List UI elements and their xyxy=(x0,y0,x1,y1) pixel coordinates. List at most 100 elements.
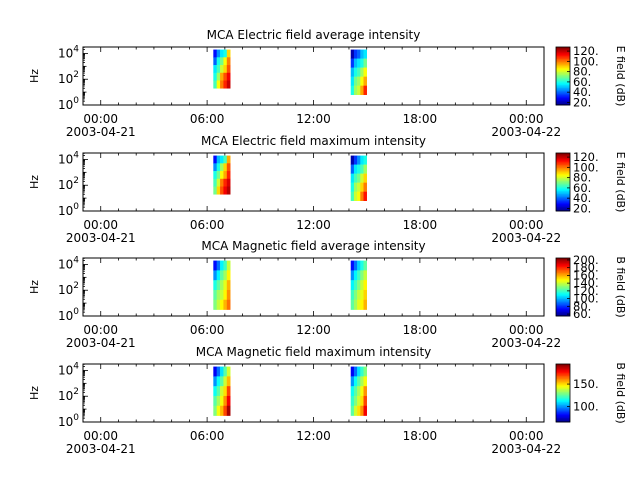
colorbar-segment xyxy=(556,205,570,208)
heatmap-cell xyxy=(353,366,358,377)
x-tick-label: 06:00 xyxy=(190,112,225,126)
colorbar-segment xyxy=(556,67,570,70)
colorbar-segment xyxy=(556,195,570,197)
heatmap-cell xyxy=(350,270,355,281)
colorbar-segment xyxy=(556,268,570,270)
heatmap-cell xyxy=(353,260,358,271)
heatmap-cell xyxy=(357,376,361,387)
colorbar-segment xyxy=(556,180,570,183)
colorbar-segment xyxy=(556,192,570,194)
plot-frame xyxy=(82,363,545,423)
colorbar-segment xyxy=(556,86,570,88)
heatmap-cell xyxy=(216,386,221,397)
colorbar-segment xyxy=(556,196,570,199)
heatmap-cell xyxy=(360,182,364,192)
heatmap-cell xyxy=(226,289,231,301)
colorbar-segment xyxy=(556,314,570,317)
colorbar-segment xyxy=(556,176,570,179)
colorbar-segment xyxy=(556,400,570,403)
x-tick-label: 00:00 xyxy=(83,429,118,443)
heatmap-cell xyxy=(363,299,367,310)
heatmap-cell xyxy=(353,155,358,165)
heatmap-cell xyxy=(353,386,358,397)
colorbar-segment xyxy=(556,382,570,385)
colorbar-segment xyxy=(556,282,570,285)
colorbar-segment xyxy=(556,258,570,260)
colorbar-segment xyxy=(556,406,570,408)
heatmap-cell xyxy=(363,386,367,397)
heatmap-cell xyxy=(350,395,355,407)
plot-frame xyxy=(82,152,545,212)
heatmap-cell xyxy=(226,57,231,66)
heatmap-cell xyxy=(350,155,355,165)
heatmap-cell xyxy=(360,395,364,407)
heatmap-cell xyxy=(353,85,358,95)
heatmap-cell xyxy=(353,191,358,201)
colorbar-segment xyxy=(556,49,570,52)
heatmap-cell xyxy=(226,186,231,195)
colorbar-segment xyxy=(556,161,570,164)
heatmap-cell xyxy=(216,163,221,172)
heatmap-cell xyxy=(220,366,224,377)
heatmap-cell xyxy=(350,182,355,192)
colorbar-segment xyxy=(556,278,570,281)
colorbar-segment xyxy=(556,58,570,61)
chart-title: MCA Electric field average intensity xyxy=(207,28,421,42)
colorbar-tick-label: 60. xyxy=(573,181,591,195)
heatmap-cell xyxy=(350,405,355,416)
heatmap-cell xyxy=(223,395,228,407)
colorbar-frame xyxy=(555,46,571,106)
heatmap-cell xyxy=(216,405,221,416)
heatmap-cell xyxy=(220,386,224,397)
heatmap-cell xyxy=(360,155,364,165)
x-tick-label: 12:00 xyxy=(296,429,331,443)
heatmap-cell xyxy=(216,155,221,164)
colorbar-segment xyxy=(556,397,570,400)
colorbar-segment xyxy=(556,189,570,192)
heatmap-cell xyxy=(350,85,355,95)
colorbar-segment xyxy=(556,387,570,390)
colorbar-frame xyxy=(555,257,571,317)
colorbar-segment xyxy=(556,48,570,51)
colorbar-segment xyxy=(556,263,570,266)
heatmap-cell xyxy=(226,376,231,387)
colorbar-segment xyxy=(556,154,570,157)
colorbar-segment xyxy=(556,187,570,190)
heatmap-cell xyxy=(363,85,367,95)
colorbar-segment xyxy=(556,52,570,55)
x-date-label: 2003-04-21 xyxy=(66,231,136,245)
colorbar-segment xyxy=(556,284,570,286)
colorbar-segment xyxy=(556,202,570,205)
heatmap-cell xyxy=(363,405,367,416)
heatmap-cell xyxy=(353,270,358,281)
heatmap-cell xyxy=(226,72,231,81)
y-tick-label: 100 xyxy=(58,413,79,429)
colorbar-segment xyxy=(556,379,570,382)
colorbar-segment xyxy=(556,292,570,295)
heatmap-cell xyxy=(363,182,367,192)
chart-panel-3: MCA Magnetic field average intensity 100 1… xyxy=(28,239,627,350)
colorbar-segment xyxy=(556,174,570,177)
heatmap-cell xyxy=(223,80,228,89)
heatmap-cell xyxy=(357,191,361,201)
colorbar-segment xyxy=(556,160,570,163)
heatmap-cell xyxy=(360,386,364,397)
heatmap-cell xyxy=(363,58,367,68)
heatmap-cell xyxy=(360,289,364,301)
heatmap-cell xyxy=(226,270,231,281)
heatmap-cell xyxy=(226,49,231,58)
x-tick-label: 00:00 xyxy=(83,112,118,126)
colorbar-tick-label: 120. xyxy=(573,284,599,298)
heatmap-cell xyxy=(213,186,217,195)
colorbar-segment xyxy=(556,186,570,189)
colorbar-segment xyxy=(556,364,570,366)
x-date-label: 2003-04-22 xyxy=(491,231,561,245)
heatmap-cell xyxy=(350,280,355,291)
heatmap-cell xyxy=(360,376,364,387)
colorbar-segment xyxy=(556,168,570,171)
colorbar-segment xyxy=(556,51,570,54)
heatmap-cell xyxy=(360,164,364,174)
plot-frame xyxy=(82,46,545,106)
heatmap-cell xyxy=(216,280,221,291)
colorbar-tick-label: 150. xyxy=(573,377,599,391)
